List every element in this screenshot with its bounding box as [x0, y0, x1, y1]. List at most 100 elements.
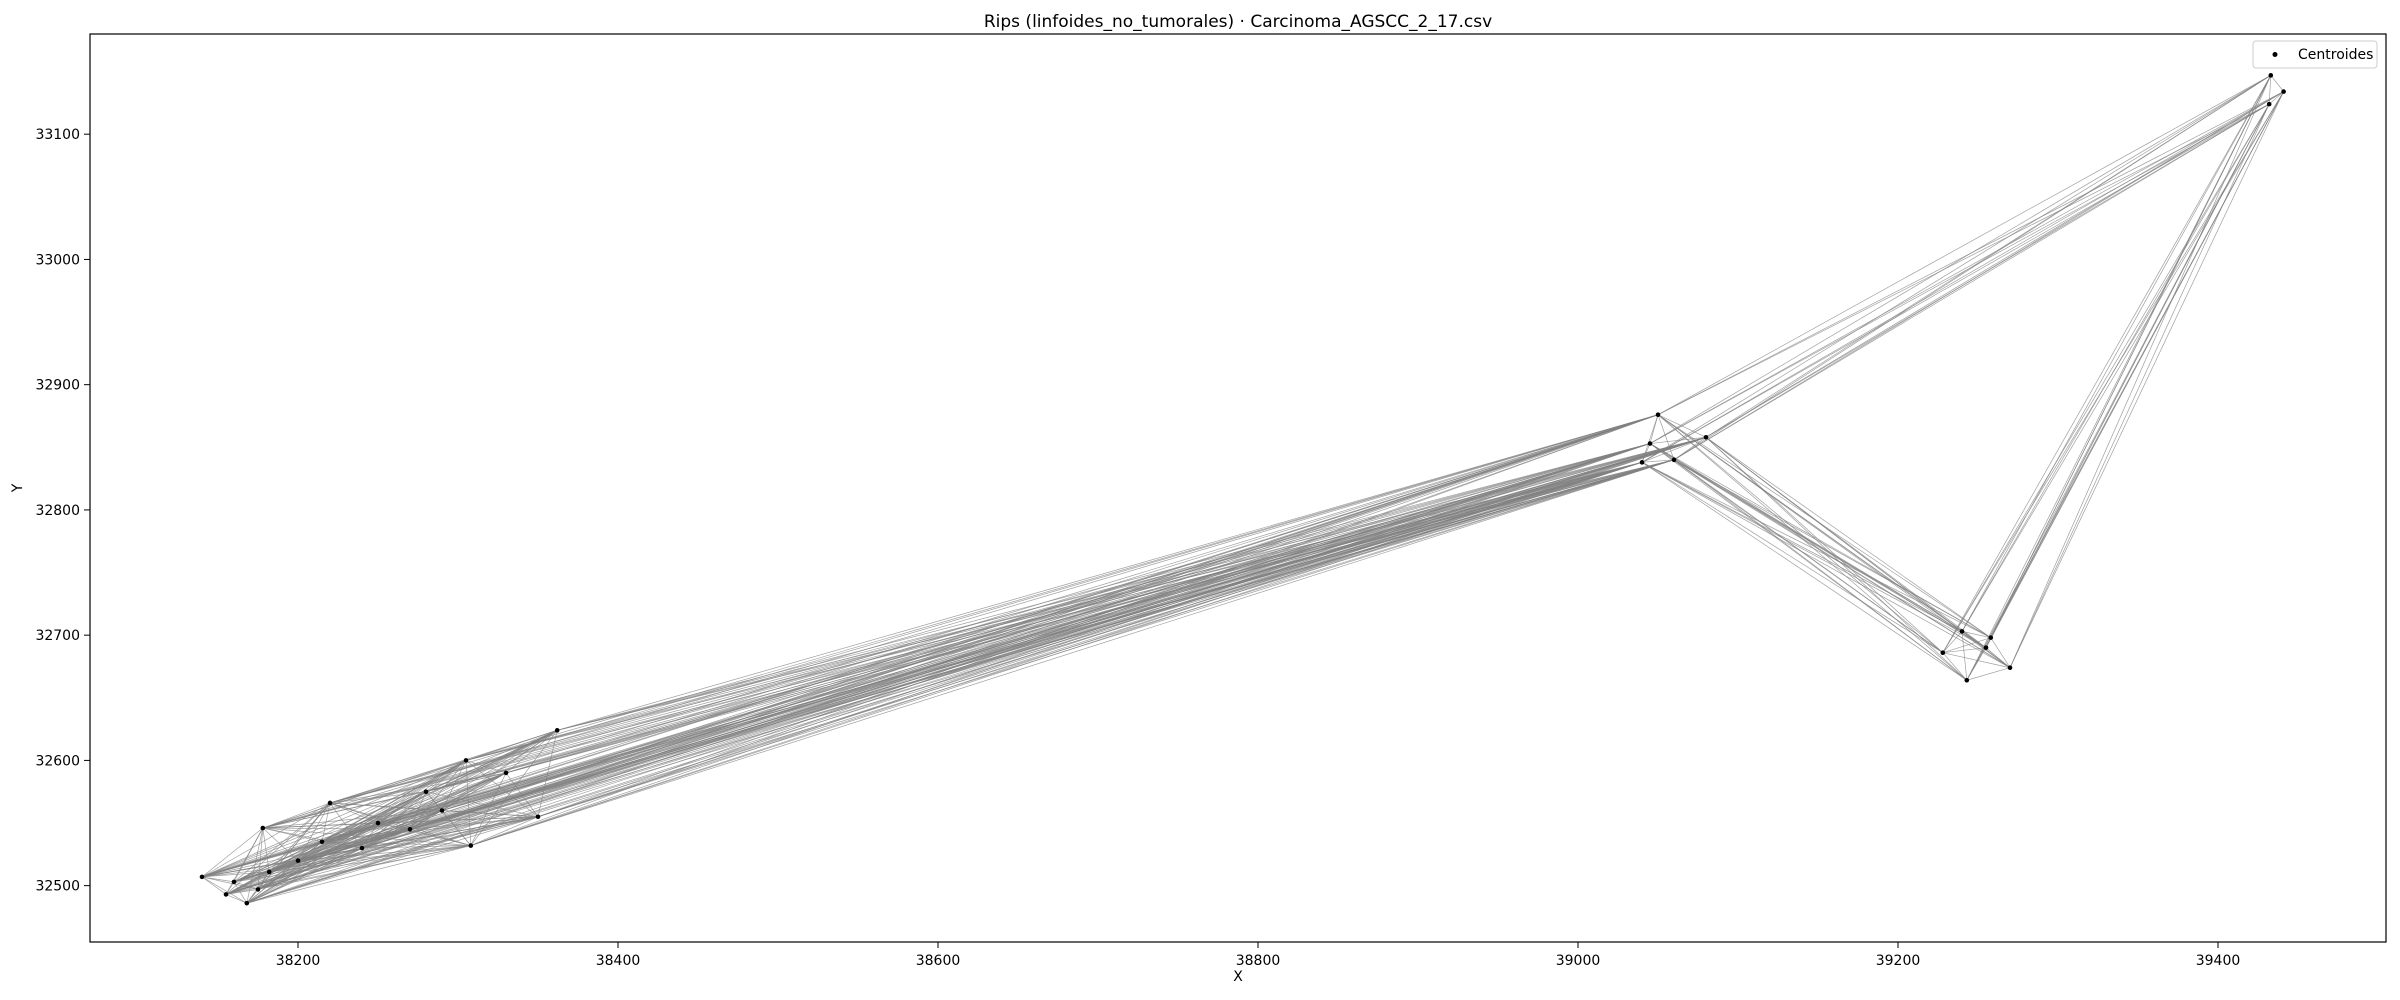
- rips-edge: [1942, 637, 1991, 654]
- legend-entry-centroides: Centroides: [2298, 47, 2373, 63]
- rips-edge: [1705, 437, 1968, 681]
- rips-edge: [441, 414, 1659, 811]
- rips-edge: [1705, 75, 2271, 438]
- rips-edge: [1641, 75, 2271, 463]
- y-tick-label: 33000: [35, 252, 80, 268]
- legend-marker: [2272, 52, 2278, 57]
- rips-edge: [470, 459, 1675, 846]
- rips-edge: [1641, 103, 2270, 463]
- centroid-point: [255, 887, 261, 892]
- centroid-point: [1655, 412, 1661, 418]
- rips-edge: [297, 791, 427, 861]
- rips-edge: [505, 414, 1659, 774]
- rips-edge: [1657, 75, 2271, 416]
- rips-edge: [269, 841, 323, 873]
- centroid-point: [260, 825, 266, 831]
- rips-edge: [377, 730, 558, 824]
- centroid-point: [503, 770, 509, 776]
- rips-edge: [1641, 462, 1991, 638]
- centroid-point: [1647, 441, 1653, 446]
- rips-edge: [257, 828, 264, 890]
- centroid-point: [375, 820, 381, 826]
- rips-edge: [329, 802, 379, 824]
- rips-edge: [1961, 631, 1987, 648]
- rips-edge: [329, 802, 471, 846]
- rips-edge: [1673, 459, 1944, 653]
- rips-edge: [297, 841, 323, 861]
- rips-edge: [361, 828, 411, 849]
- centroid-point: [327, 800, 333, 806]
- rips-edge: [246, 461, 1643, 904]
- centroid-point: [2281, 89, 2286, 94]
- centroid-point: [199, 874, 205, 880]
- rips-edge: [2009, 103, 2270, 668]
- rips-edge: [377, 760, 467, 824]
- rips-edge: [257, 791, 427, 890]
- rips-edge: [2268, 75, 2272, 105]
- rips-edge: [321, 841, 471, 846]
- centroid-point: [1964, 677, 1970, 683]
- rips-edge: [409, 414, 1659, 830]
- rips-edge: [1966, 75, 2272, 681]
- centroid-point: [2266, 101, 2272, 107]
- x-tick-label: 38600: [916, 953, 961, 969]
- rips-edge: [1990, 637, 2011, 668]
- x-tick-label: 39000: [1556, 953, 1601, 969]
- y-tick-label: 32900: [35, 378, 80, 394]
- rips-edge: [321, 828, 411, 843]
- rips-edge: [268, 802, 331, 873]
- rips-edge: [1649, 103, 2270, 444]
- centroid-point: [1940, 650, 1946, 655]
- rips-edge: [1705, 91, 2284, 438]
- rips-edge: [1641, 462, 2011, 669]
- x-tick-label: 39200: [1876, 953, 1921, 969]
- rips-edge: [2009, 75, 2272, 668]
- rips-edge: [361, 436, 1707, 849]
- y-tick-label: 32500: [35, 879, 80, 895]
- rips-edge: [257, 816, 539, 890]
- y-axis: 32500 32600 32700 32800 32900 33000 33100: [35, 127, 90, 895]
- rips-edge: [321, 810, 443, 843]
- rips-edge: [257, 802, 331, 890]
- rips-edge: [1649, 91, 2284, 444]
- centroid-point: [244, 900, 250, 906]
- rips-edge: [1942, 631, 1963, 653]
- centroid-point: [2268, 73, 2274, 78]
- rips-edge: [297, 760, 467, 861]
- rips-edge: [1673, 459, 1968, 681]
- rips-edge: [246, 827, 264, 904]
- rips-edge: [361, 730, 558, 849]
- rips-edge: [409, 810, 443, 830]
- x-tick-label: 38400: [596, 953, 641, 969]
- rips-edge: [465, 436, 1707, 761]
- points-layer: [199, 73, 2286, 906]
- rips-edge: [257, 436, 1707, 890]
- centroid-point: [1639, 460, 1645, 465]
- centroid-point: [1671, 457, 1677, 463]
- rips-edge: [409, 436, 1707, 830]
- centroid-point: [2007, 665, 2013, 671]
- rips-edge: [1657, 414, 1987, 648]
- rips-edge: [1961, 631, 1991, 639]
- centroid-point: [223, 892, 229, 897]
- rips-edge: [1641, 462, 1963, 632]
- rips-edge: [257, 871, 270, 890]
- rips-edge: [2009, 91, 2284, 668]
- rips-edge: [1641, 436, 1707, 463]
- rips-edge: [233, 881, 248, 904]
- rips-edge: [297, 436, 1707, 861]
- rips-edge: [262, 827, 323, 843]
- legend-box: [2252, 40, 2378, 69]
- rips-edge: [465, 730, 558, 761]
- rips-edge: [262, 802, 331, 829]
- rips-edge: [537, 443, 1651, 818]
- rips-edge: [321, 459, 1675, 843]
- rips-edge: [361, 414, 1659, 849]
- rips-edge: [262, 827, 411, 830]
- rips-edge: [233, 881, 259, 890]
- rips-edge: [297, 847, 363, 861]
- centroid-point: [266, 869, 272, 875]
- rips-edge: [1641, 414, 1659, 463]
- rips-edge: [1942, 75, 2272, 653]
